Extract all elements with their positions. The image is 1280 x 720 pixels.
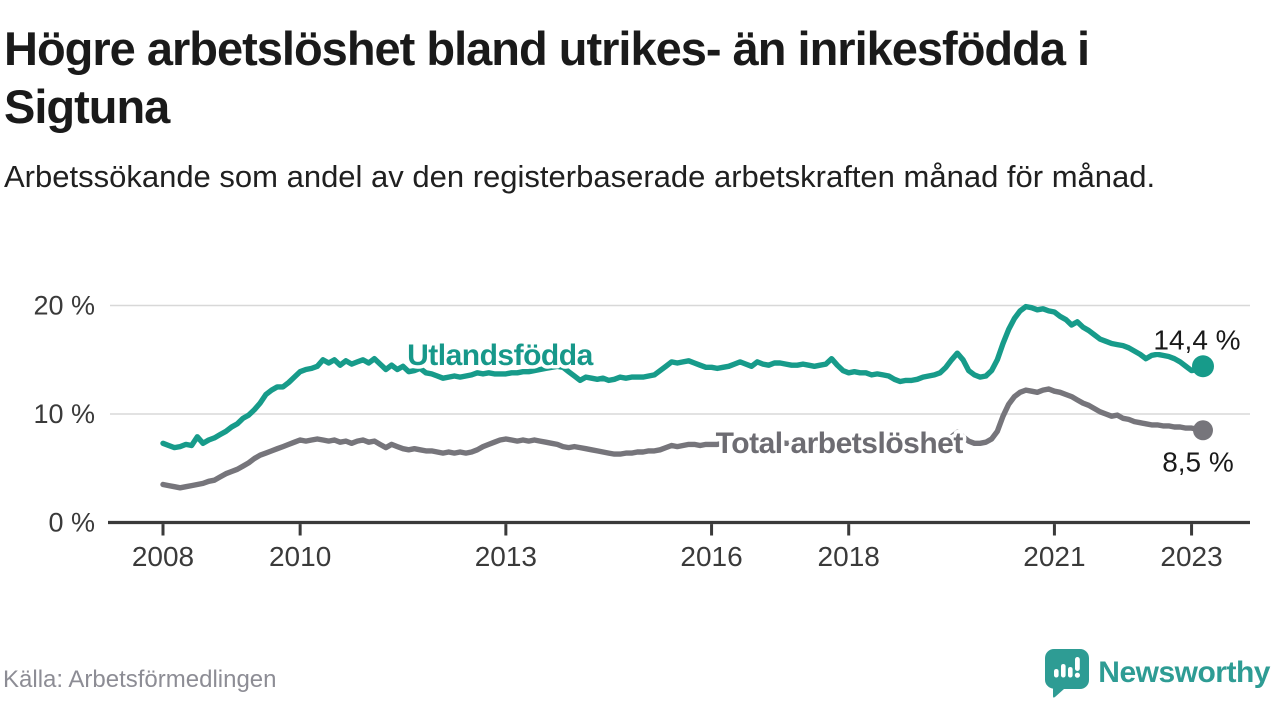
logo-bar-1 <box>1054 669 1059 678</box>
x-tick-label: 2008 <box>132 541 194 572</box>
page-title: Högre arbetslöshet bland utrikes- än inr… <box>4 20 1090 136</box>
logo-bar-3 <box>1068 667 1073 678</box>
x-tick-label: 2021 <box>1023 541 1085 572</box>
title-line-1: Högre arbetslöshet bland utrikes- än inr… <box>4 22 1090 75</box>
x-tick-label: 2013 <box>475 541 537 572</box>
x-tick-label: 2018 <box>818 541 880 572</box>
end-value-label-total: 8,5 % <box>1162 446 1234 477</box>
end-dot-total <box>1192 420 1213 441</box>
logo-bar-2 <box>1061 664 1066 678</box>
newsworthy-wordmark: Newsworthy <box>1098 656 1270 689</box>
series-line-total <box>160 386 1206 491</box>
newsworthy-logo-icon <box>1045 649 1090 698</box>
logo-exclamation-dot <box>1075 672 1081 678</box>
x-tick-label: 2016 <box>680 541 742 572</box>
source-note: Källa: Arbetsförmedlingen <box>3 666 277 693</box>
series-line-utlandsfodda <box>160 303 1206 451</box>
end-dot-utlandsfodda <box>1191 355 1214 378</box>
logo-exclamation <box>1075 657 1081 671</box>
y-tick-label: 0 % <box>48 508 95 538</box>
title-line-2: Sigtuna <box>4 80 170 133</box>
end-value-label-utlandsfodda: 14,4 % <box>1153 324 1240 355</box>
x-tick-label: 2010 <box>269 541 331 572</box>
chart-subtitle: Arbetssökande som andel av den registerb… <box>4 159 1156 194</box>
newsworthy-logo: Newsworthy <box>1044 648 1270 698</box>
x-tick-label: 2023 <box>1160 541 1222 572</box>
series-label-total: Total arbetslöshet <box>716 427 964 460</box>
series-label-utlandsfodda: Utlandsfödda <box>407 339 593 372</box>
y-tick-label: 10 % <box>33 399 95 429</box>
y-tick-label: 20 % <box>33 291 95 321</box>
